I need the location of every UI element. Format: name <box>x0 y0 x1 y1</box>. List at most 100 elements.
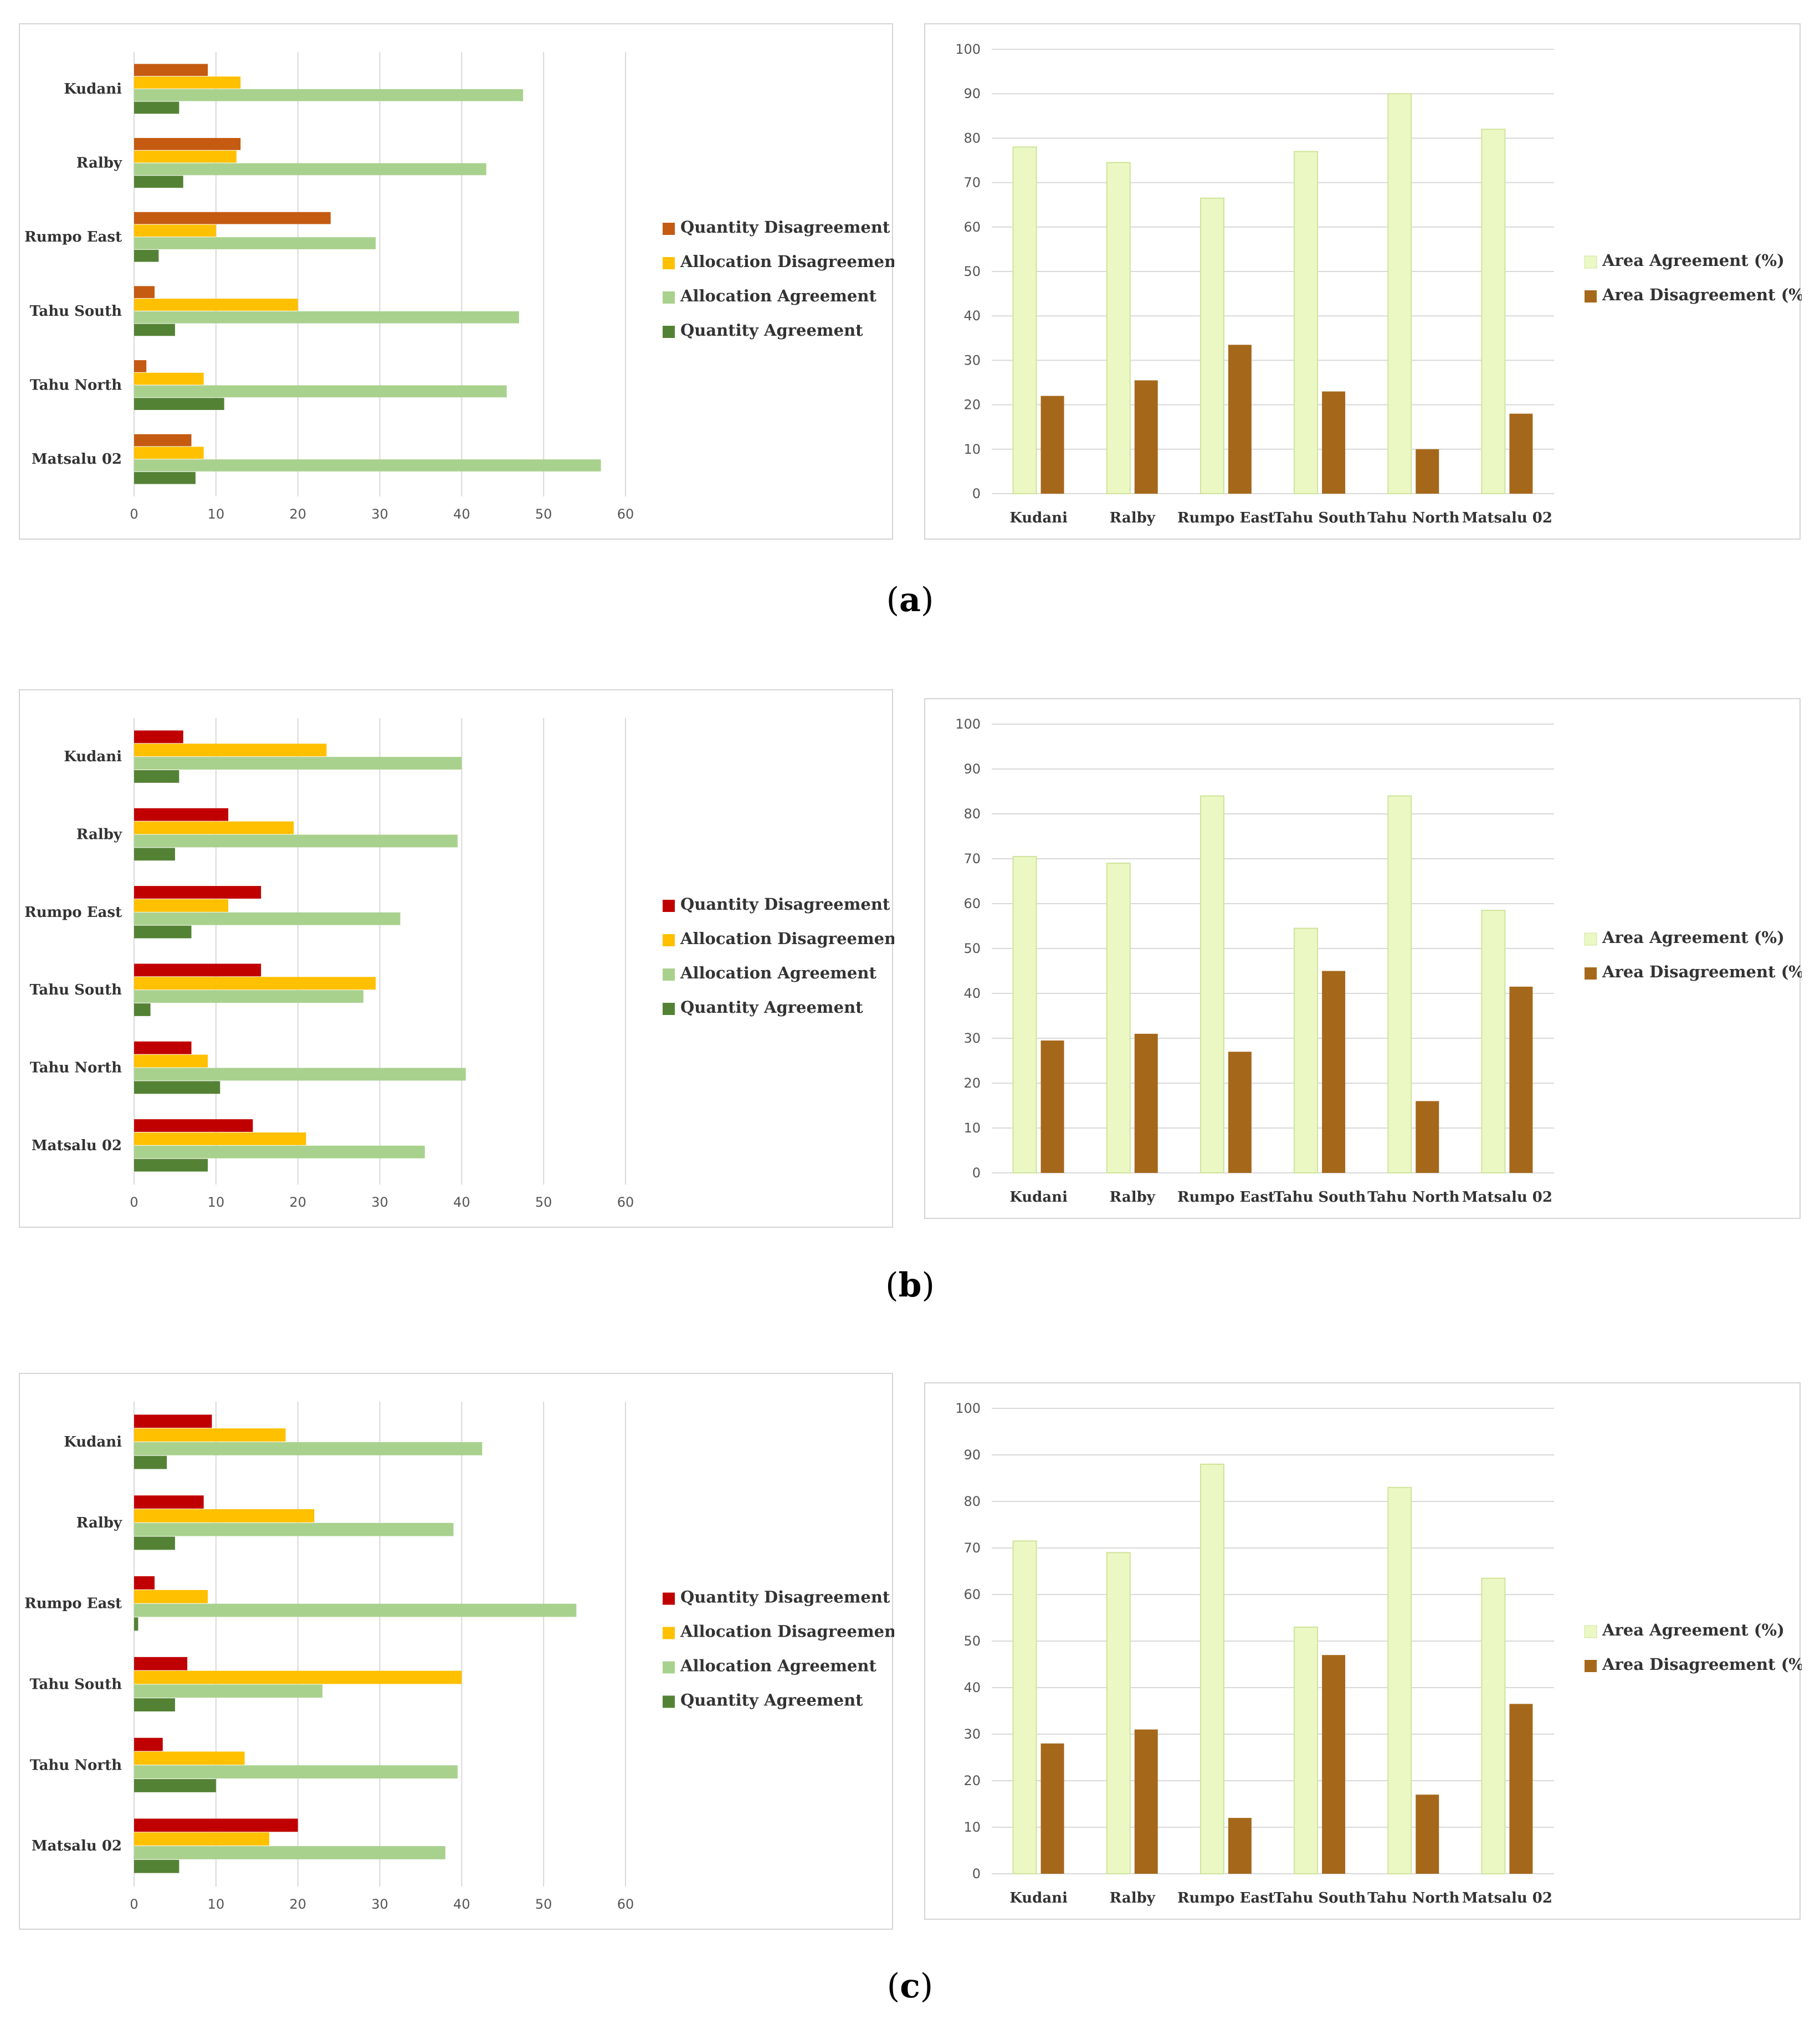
hbar-chart-a: 0 10 20 30 40 50 60 Kudani Ralby Rumpo East Tahu S… <box>24 52 894 522</box>
bar-area-disagreement-tahu-south <box>1322 971 1346 1173</box>
bar-allocation-disagreement-rumpo-east <box>134 224 216 237</box>
y-tick-label: 0 <box>972 1866 981 1882</box>
bar-quantity-disagreement-ralby <box>134 1495 204 1509</box>
y-tick-label: 20 <box>963 1773 981 1788</box>
vbar-chart-c: 0 10 20 30 40 50 60 70 80 90 100 Kudani Ralby Rumpo E… <box>955 1401 1802 1906</box>
bar-allocation-agreement-matsalu-02 <box>134 1145 425 1158</box>
bar-allocation-agreement-tahu-north <box>134 385 507 398</box>
legend-swatch-quantity-agreement <box>663 1003 675 1015</box>
bar-quantity-disagreement-rumpo-east <box>134 1576 155 1590</box>
legend-swatch-area-disagreement <box>1585 967 1597 980</box>
category-label-rumpo-east: Rumpo East <box>1177 510 1275 526</box>
category-label-tahu-north: Tahu North <box>1367 1189 1459 1206</box>
grid: 0 10 20 30 40 50 60 70 80 90 100 <box>955 716 1554 1181</box>
category-label-tahu-south: Tahu South <box>1274 1189 1366 1206</box>
bar-area-agreement-tahu-south <box>1294 151 1319 494</box>
bar-area-agreement-ralby <box>1106 1552 1131 1874</box>
bar-area-disagreement-rumpo-east <box>1228 1818 1252 1874</box>
bar-allocation-disagreement-ralby <box>134 1509 315 1522</box>
bar-area-agreement-ralby <box>1106 162 1131 494</box>
bar-quantity-disagreement-tahu-south <box>134 1657 188 1670</box>
legend-label-allocation-agreement: Allocation Agreement <box>680 286 876 305</box>
category-label-kudani: Kudani <box>64 1434 122 1450</box>
y-tick-label: 40 <box>963 1680 981 1695</box>
y-tick-label: 100 <box>955 1401 981 1416</box>
bar-area-agreement-rumpo-east <box>1199 197 1224 495</box>
category-label-ralby: Ralby <box>76 155 122 172</box>
bar-allocation-agreement-rumpo-east <box>134 912 401 925</box>
bar-area-agreement-tahu-north <box>1387 93 1412 494</box>
bar-allocation-agreement-ralby <box>134 834 458 848</box>
y-tick-label: 90 <box>963 86 981 101</box>
x-tick-label: 10 <box>208 1896 225 1912</box>
legend-label-allocation-disagreement: Allocation Disagreement <box>680 929 894 948</box>
bar-quantity-disagreement-tahu-north <box>134 1041 192 1054</box>
category-label-ralby: Ralby <box>1110 1890 1156 1906</box>
legend-swatch-allocation-disagreement <box>663 1627 675 1639</box>
bar-allocation-disagreement-kudani <box>134 744 327 757</box>
bar-quantity-agreement-matsalu-02 <box>134 1859 180 1873</box>
legend-swatch-quantity-disagreement <box>663 1592 675 1605</box>
x-tick-label: 30 <box>371 506 388 522</box>
bar-quantity-agreement-tahu-south <box>134 1003 151 1016</box>
bar-allocation-agreement-kudani <box>134 89 524 101</box>
bar-area-disagreement-rumpo-east <box>1228 345 1252 494</box>
bar-allocation-disagreement-ralby <box>134 150 237 163</box>
bar-allocation-agreement-kudani <box>134 1442 483 1455</box>
legend-swatch-area-agreement <box>1584 1625 1597 1638</box>
bar-area-agreement-matsalu-02 <box>1481 1577 1506 1875</box>
vbar-chart-b: 0 10 20 30 40 50 60 70 80 90 100 Kudani Ralby Rumpo E… <box>955 716 1802 1206</box>
bar-allocation-agreement-tahu-north <box>134 1765 458 1779</box>
bar-area-agreement-matsalu-02 <box>1481 129 1506 495</box>
category-label-ralby: Ralby <box>76 1515 122 1531</box>
bar-allocation-agreement-tahu-south <box>134 311 519 324</box>
legend-swatch-quantity-agreement <box>663 1695 675 1708</box>
bar-allocation-agreement-rumpo-east <box>134 1603 577 1617</box>
category-label-kudani: Kudani <box>64 81 122 98</box>
bar-quantity-disagreement-matsalu-02 <box>134 434 192 447</box>
legend-label-quantity-disagreement: Quantity Disagreement <box>680 895 890 914</box>
bar-area-agreement-kudani <box>1012 146 1037 494</box>
bar-area-agreement-rumpo-east <box>1199 795 1224 1174</box>
legend-swatch-area-disagreement <box>1585 1660 1597 1672</box>
y-tick-label: 10 <box>963 1819 981 1835</box>
vbar-panel-b: 0 10 20 30 40 50 60 70 80 90 100 Kudani Ralby Rumpo E… <box>924 698 1802 1219</box>
y-tick-label: 70 <box>963 1540 981 1556</box>
legend-swatch-quantity-disagreement <box>663 223 675 235</box>
legend-swatch-allocation-agreement <box>663 968 675 981</box>
category-label-rumpo-east: Rumpo East <box>24 904 122 921</box>
bar-area-disagreement-tahu-north <box>1416 1795 1439 1874</box>
bar-allocation-disagreement-matsalu-02 <box>134 1832 269 1846</box>
legend-swatch-allocation-agreement <box>663 1661 675 1674</box>
bar-allocation-agreement-matsalu-02 <box>134 459 601 471</box>
y-tick-label: 100 <box>955 716 981 732</box>
bar-quantity-agreement-kudani <box>134 770 180 783</box>
bar-allocation-disagreement-matsalu-02 <box>134 447 204 459</box>
legend-label-area-agreement: Area Agreement (%) <box>1602 1621 1785 1639</box>
bar-quantity-disagreement-matsalu-02 <box>134 1119 253 1132</box>
legend-label-allocation-disagreement: Allocation Disagreement <box>680 1622 894 1641</box>
bar-allocation-disagreement-matsalu-02 <box>134 1132 306 1145</box>
bar-allocation-disagreement-tahu-south <box>134 977 376 990</box>
bar-area-disagreement-tahu-south <box>1322 391 1346 494</box>
bar-area-disagreement-rumpo-east <box>1228 1052 1252 1173</box>
bar-area-disagreement-tahu-north <box>1416 1101 1439 1173</box>
hbar-panel-b: 0 10 20 30 40 50 60 Kudani Ralby Rumpo East Tahu S… <box>19 689 894 1228</box>
y-tick-label: 50 <box>963 1633 981 1649</box>
legend-swatch-allocation-disagreement <box>663 257 675 269</box>
bar-area-disagreement-ralby <box>1134 380 1158 494</box>
legend-label-area-disagreement: Area Disagreement (%) <box>1602 285 1802 304</box>
category-label-matsalu-02: Matsalu 02 <box>32 1838 122 1854</box>
x-tick-label: 50 <box>535 1195 552 1210</box>
y-tick-label: 90 <box>963 1447 981 1463</box>
bar-area-disagreement-matsalu-02 <box>1509 1704 1533 1874</box>
bar-quantity-agreement-matsalu-02 <box>134 471 196 484</box>
y-tick-label: 10 <box>963 442 981 457</box>
bar-area-agreement-tahu-south <box>1294 1626 1319 1874</box>
category-label-matsalu-02: Matsalu 02 <box>1462 1189 1552 1206</box>
bar-quantity-disagreement-ralby <box>134 808 229 821</box>
bar-area-disagreement-kudani <box>1040 1040 1064 1173</box>
bar-area-agreement-ralby <box>1106 863 1131 1174</box>
x-tick-label: 60 <box>617 1896 634 1912</box>
hbar-panel-a: 0 10 20 30 40 50 60 Kudani Ralby Rumpo East Tahu S… <box>19 23 894 540</box>
